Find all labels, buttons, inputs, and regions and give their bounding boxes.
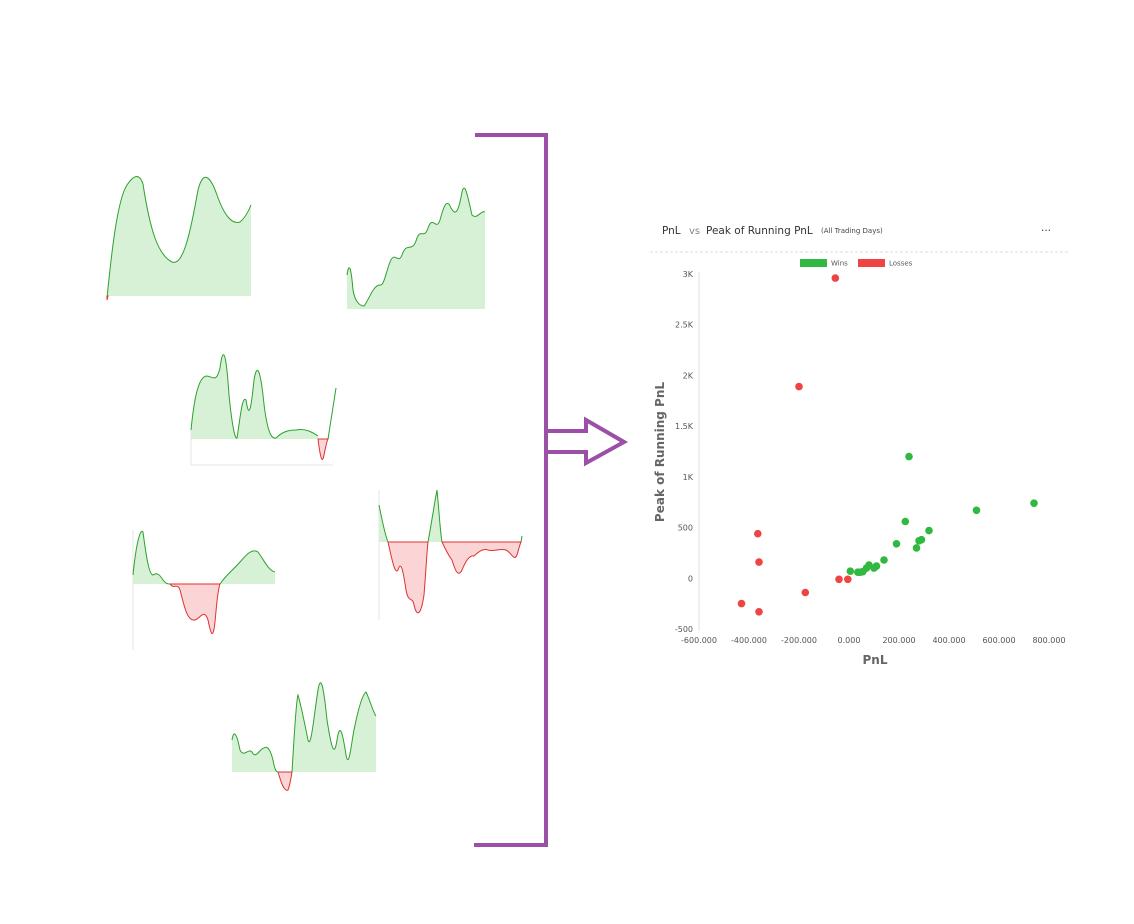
sparkline-3-end [327,387,337,440]
point-wins[interactable] [872,562,881,570]
sparkline-4-fill-b [220,550,275,584]
point-wins[interactable] [912,544,921,552]
scatter-chart: Wins Losses -500 0 500 1K 1.5K 2K 2.5K 3K -600.0… [653,259,1066,667]
sparkline-1-dip [106,295,109,301]
x-axis-label: PnL [863,653,888,667]
y-tick-label: 1.5K [675,422,694,431]
sparkline-1-line [106,176,252,299]
point-wins[interactable] [846,567,855,575]
legend-swatch-wins[interactable] [800,259,827,267]
x-tick-label: 800.000 [1032,636,1065,645]
sparkline-2-line [346,187,486,307]
sparkline-6-line [231,733,279,773]
point-wins[interactable] [901,517,910,526]
x-axis: -600.000 -400.000 -200.000 0.000 200.000 400.… [681,636,1066,645]
sparkline-4-line [132,530,171,585]
sparkline-5-end [520,535,523,543]
x-tick-label: 200.000 [882,636,915,645]
y-axis: -500 0 500 1K 1.5K 2K 2.5K 3K [675,270,694,634]
point-losses[interactable] [831,274,840,282]
sparkline-2 [346,187,486,309]
sparkline-4-dip [169,583,221,634]
point-losses[interactable] [795,382,803,391]
sparkline-4 [132,530,276,650]
y-tick-label: 2.5K [675,321,694,330]
sparkline-5-line-b [427,489,443,543]
x-tick-label: -600.000 [681,636,717,645]
legend-swatch-losses[interactable] [858,259,885,267]
more-menu-icon[interactable]: ··· [1041,225,1051,237]
sparkline-1 [106,176,252,301]
point-losses[interactable] [754,529,762,538]
sparkline-6-dip [277,771,293,791]
sparkline-5 [378,489,523,620]
y-axis-label: Peak of Running PnL [653,382,667,522]
point-losses[interactable] [801,588,810,597]
x-tick-label: 600.000 [982,636,1015,645]
point-losses[interactable] [737,599,746,608]
point-losses[interactable] [844,575,852,584]
sparkline-5-fill [379,505,388,542]
sparkline-3-fill [191,354,318,439]
sparkline-4-line-b [219,550,276,585]
sparkline-4-fill [133,531,170,584]
x-tick-label: -400.000 [731,636,767,645]
sparkline-6-fill-b [292,682,376,772]
point-wins[interactable] [972,506,981,515]
y-tick-label: 3K [683,270,694,279]
sparkline-5-line [378,504,389,543]
sparkline-3-line [190,354,319,439]
y-tick-label: 1K [683,473,694,482]
sparkline-3-dip [317,438,330,460]
sparkline-6 [231,682,377,791]
sparkline-2-fill [347,188,485,309]
legend-label-wins[interactable]: Wins [831,260,848,268]
point-wins[interactable] [892,540,901,548]
chart-subtitle: (All Trading Days) [821,227,883,235]
sparkline-5-fill-b [428,490,442,542]
point-losses[interactable] [835,575,843,584]
data-points [737,274,1038,616]
chart-title-right: Peak of Running PnL [706,225,813,237]
sparkline-6-fill [232,733,278,772]
sparkline-3 [190,354,337,466]
arrow-icon [548,416,629,467]
point-losses[interactable] [755,558,763,566]
point-wins[interactable] [925,526,933,535]
x-tick-label: 400.000 [932,636,965,645]
legend: Wins Losses [800,259,913,268]
sparkline-1-fill [107,176,251,298]
chart-title-vs: vs [689,226,700,237]
point-losses[interactable] [755,608,763,616]
x-tick-label: 0.000 [838,636,861,645]
point-wins[interactable] [905,452,913,461]
point-wins[interactable] [880,556,888,564]
sparkline-5-dip-b [441,541,522,574]
y-tick-label: -500 [675,625,693,634]
bracket [474,133,548,847]
y-tick-label: 2K [683,371,694,380]
chart-title-left: PnL [662,225,681,237]
x-tick-label: -200.000 [781,636,817,645]
point-wins[interactable] [917,535,926,544]
sparkline-6-line-b [291,682,377,773]
y-tick-label: 500 [678,524,693,533]
y-tick-label: 0 [688,574,693,583]
legend-label-losses[interactable]: Losses [889,260,913,268]
sparkline-5-dip [387,541,429,614]
point-wins[interactable] [1030,499,1038,508]
